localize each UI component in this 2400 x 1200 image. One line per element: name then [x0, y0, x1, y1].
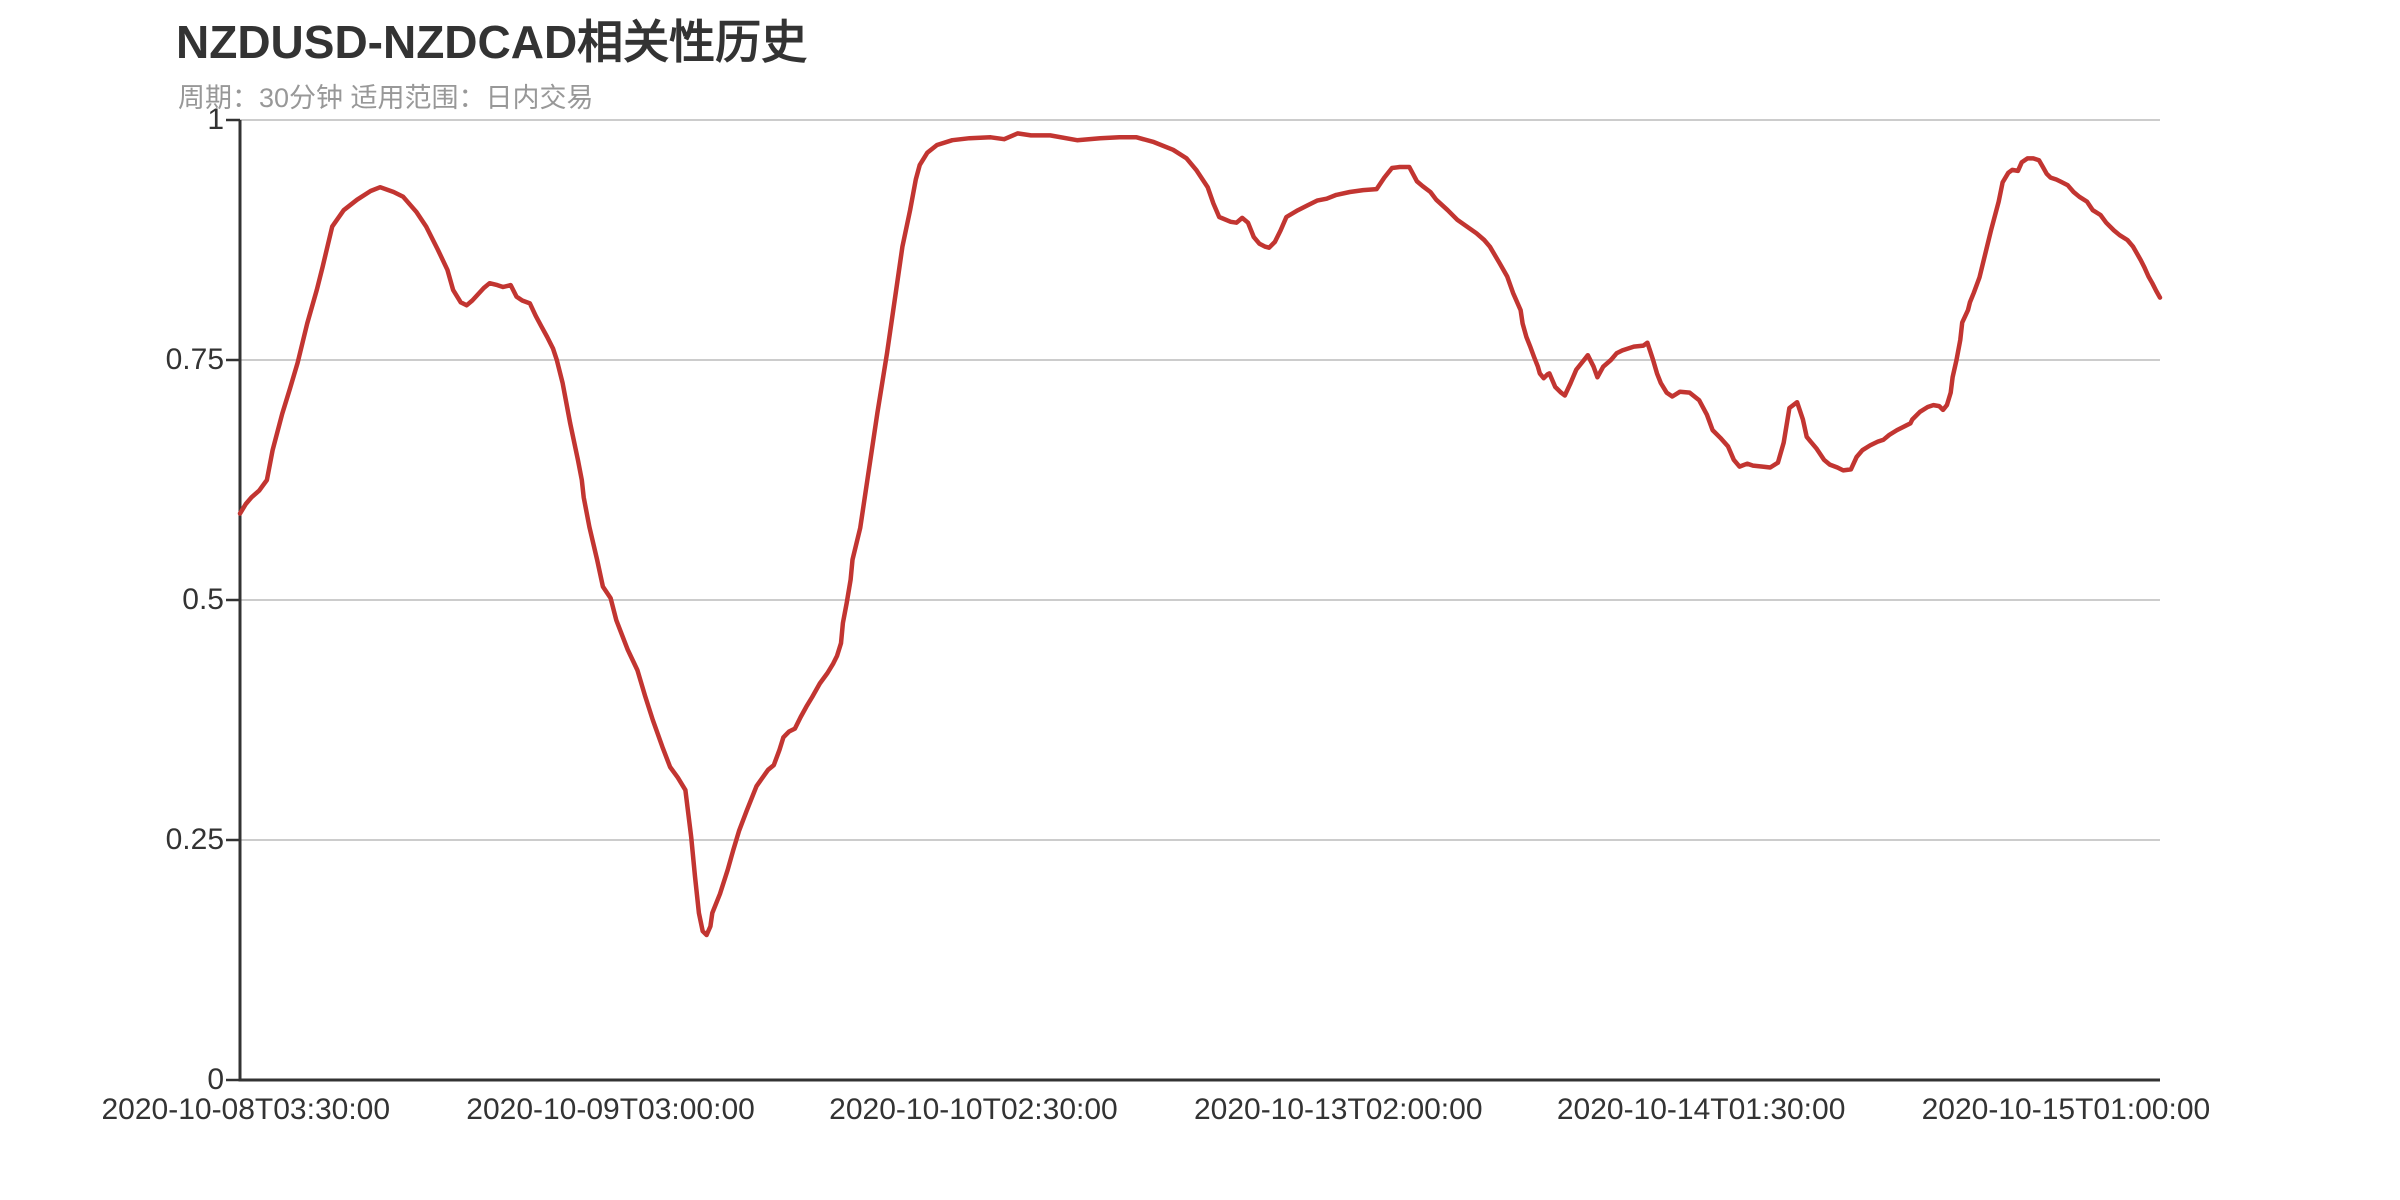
- x-axis-label: 2020-10-13T02:00:00: [1193, 1093, 1483, 1126]
- chart-subtitle: 周期：30分钟 适用范围：日内交易: [178, 83, 594, 113]
- y-axis-label: 0.75: [165, 343, 224, 376]
- x-axis-label: 2020-10-10T02:30:00: [829, 1093, 1118, 1126]
- x-axis-label: 2020-10-09T03:00:00: [466, 1093, 755, 1126]
- y-axis-label: 0: [207, 1063, 224, 1096]
- y-axis-label: 0.5: [182, 583, 224, 616]
- grid-lines: [240, 119, 2160, 841]
- y-axis-ticks: [226, 118, 240, 1082]
- series-line-nzdusd-nzdcad[interactable]: [237, 131, 2163, 938]
- x-axis-label: 2020-10-15T01:00:00: [1921, 1093, 2211, 1126]
- x-axis-label: 2020-10-08T03:30:00: [101, 1093, 391, 1126]
- x-axis-label: 2020-10-14T01:30:00: [1556, 1093, 1846, 1126]
- chart-title: NZDUSD-NZDCAD相关性历史: [176, 16, 808, 68]
- y-axis-label: 1: [207, 103, 224, 136]
- y-axis-label: 0.25: [165, 823, 224, 856]
